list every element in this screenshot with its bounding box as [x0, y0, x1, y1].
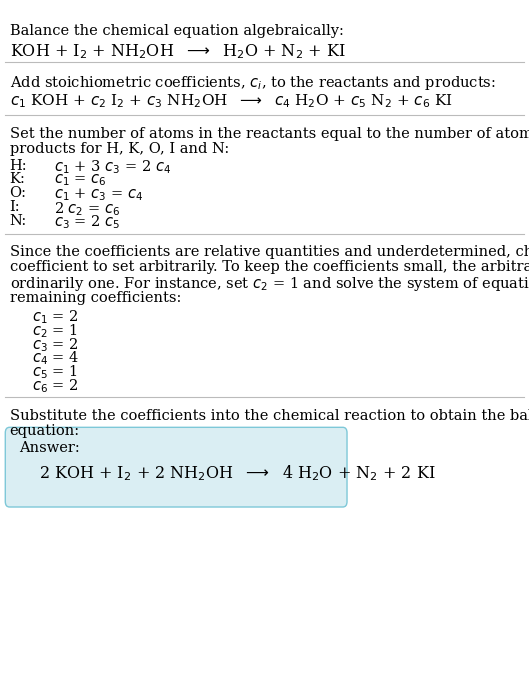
Text: K:: K:	[10, 172, 25, 186]
Text: Balance the chemical equation algebraically:: Balance the chemical equation algebraica…	[10, 24, 343, 38]
Text: $c_6$ = 2: $c_6$ = 2	[32, 377, 78, 395]
Text: $c_1$ = 2: $c_1$ = 2	[32, 308, 78, 326]
Text: Add stoichiometric coefficients, $c_i$, to the reactants and products:: Add stoichiometric coefficients, $c_i$, …	[10, 74, 495, 91]
Text: Set the number of atoms in the reactants equal to the number of atoms in the: Set the number of atoms in the reactants…	[10, 127, 529, 141]
Text: Answer:: Answer:	[19, 441, 80, 455]
Text: products for H, K, O, I and N:: products for H, K, O, I and N:	[10, 142, 229, 156]
Text: Since the coefficients are relative quantities and underdetermined, choose a: Since the coefficients are relative quan…	[10, 245, 529, 259]
Text: N:: N:	[10, 214, 27, 227]
Text: remaining coefficients:: remaining coefficients:	[10, 291, 181, 304]
Text: $c_1$ + 3 $c_3$ = 2 $c_4$: $c_1$ + 3 $c_3$ = 2 $c_4$	[54, 159, 171, 177]
FancyBboxPatch shape	[5, 427, 347, 507]
Text: 2 KOH + I$_2$ + 2 NH$_2$OH  $\longrightarrow$  4 H$_2$O + N$_2$ + 2 KI: 2 KOH + I$_2$ + 2 NH$_2$OH $\longrightar…	[39, 464, 435, 484]
Text: I:: I:	[10, 200, 20, 214]
Text: KOH + I$_2$ + NH$_2$OH  $\longrightarrow$  H$_2$O + N$_2$ + KI: KOH + I$_2$ + NH$_2$OH $\longrightarrow$…	[10, 43, 345, 61]
Text: $c_1$ = $c_6$: $c_1$ = $c_6$	[54, 172, 107, 188]
Text: equation:: equation:	[10, 424, 80, 438]
Text: O:: O:	[10, 186, 26, 200]
Text: coefficient to set arbitrarily. To keep the coefficients small, the arbitrary va: coefficient to set arbitrarily. To keep …	[10, 260, 529, 274]
Text: ordinarily one. For instance, set $c_2$ = 1 and solve the system of equations fo: ordinarily one. For instance, set $c_2$ …	[10, 275, 529, 293]
Text: Substitute the coefficients into the chemical reaction to obtain the balanced: Substitute the coefficients into the che…	[10, 409, 529, 423]
Text: $c_3$ = 2 $c_5$: $c_3$ = 2 $c_5$	[54, 214, 121, 232]
Text: $c_1$ + $c_3$ = $c_4$: $c_1$ + $c_3$ = $c_4$	[54, 186, 143, 203]
Text: $c_3$ = 2: $c_3$ = 2	[32, 336, 78, 354]
Text: 2 $c_2$ = $c_6$: 2 $c_2$ = $c_6$	[54, 200, 121, 218]
Text: $c_4$ = 4: $c_4$ = 4	[32, 350, 79, 368]
Text: $c_1$ KOH + $c_2$ I$_2$ + $c_3$ NH$_2$OH  $\longrightarrow$  $c_4$ H$_2$O + $c_5: $c_1$ KOH + $c_2$ I$_2$ + $c_3$ NH$_2$OH…	[10, 92, 452, 110]
Text: $c_2$ = 1: $c_2$ = 1	[32, 322, 77, 340]
Text: $c_5$ = 1: $c_5$ = 1	[32, 363, 77, 381]
Text: H:: H:	[10, 159, 27, 172]
